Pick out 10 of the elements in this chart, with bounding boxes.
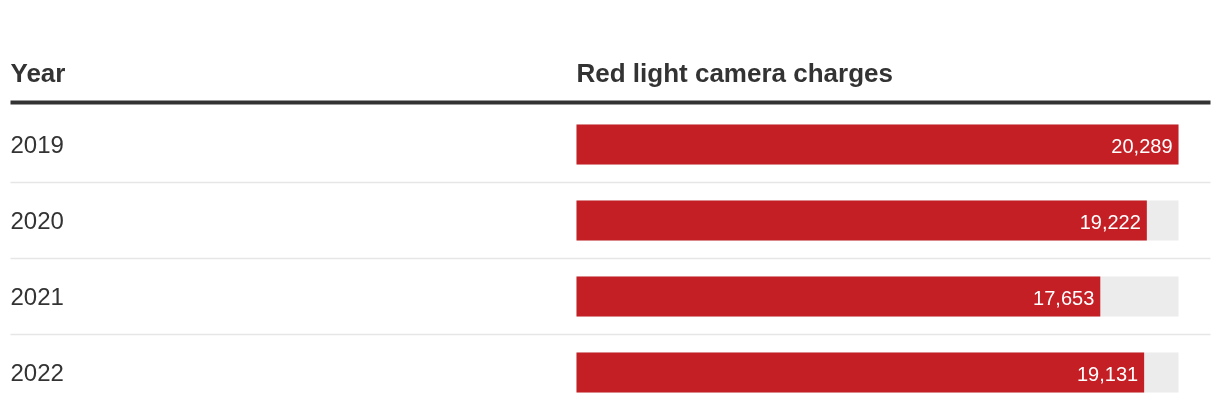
y-tick-label: 2022 <box>10 359 64 386</box>
y-tick-label: 2021 <box>10 283 64 310</box>
data-label: 17,653 <box>1033 286 1095 309</box>
y-tick-label: 2019 <box>10 131 64 158</box>
y-tick-label: 2020 <box>10 207 64 234</box>
data-label: 19,222 <box>1079 210 1141 233</box>
x-axis-title: Red light camera charges <box>576 57 893 88</box>
data-label: 20,289 <box>1111 134 1173 157</box>
data-label: 19,131 <box>1076 362 1139 385</box>
y-axis-title: Year <box>10 57 66 88</box>
